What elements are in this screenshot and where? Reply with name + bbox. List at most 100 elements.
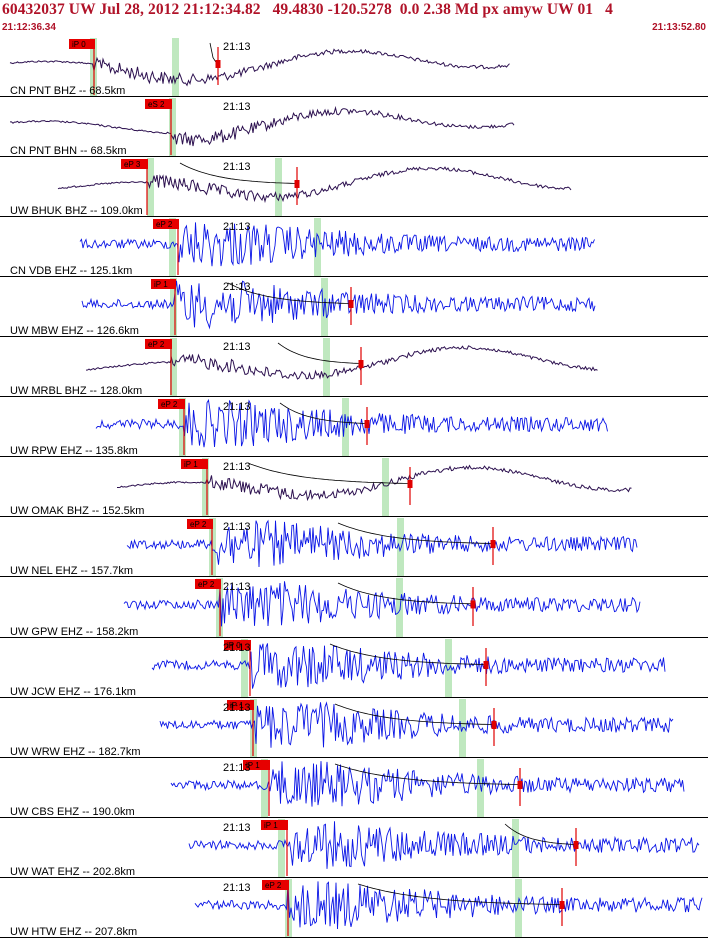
waveform-trace	[81, 280, 596, 330]
coda-decay-curve	[337, 522, 492, 544]
coda-decay-curve	[179, 162, 298, 184]
coda-end-marker-box	[491, 721, 497, 729]
p-window-band	[202, 458, 209, 516]
phase-pick-box	[195, 579, 221, 589]
coda-end-marker-box	[364, 420, 370, 428]
p-window-band	[170, 338, 177, 396]
minute-tick-label: 21:13	[223, 521, 251, 533]
minute-tick-label: 21:13	[223, 401, 251, 413]
phase-pick-box	[262, 880, 289, 890]
coda-end-marker-box	[517, 781, 523, 789]
phase-pick-label: eP 2	[190, 520, 207, 529]
coda-decay-curve	[279, 402, 368, 424]
station-label: UW NEL EHZ -- 157.7km	[10, 565, 133, 577]
phase-pick-label: iP 1	[246, 761, 260, 770]
phase-pick-box	[151, 279, 176, 289]
minute-tick-label: 21:13	[223, 101, 251, 113]
station-label: CN VDB EHZ -- 125.1km	[10, 265, 132, 277]
minute-tick-label: 21:13	[223, 41, 251, 53]
phase-pick-box	[121, 159, 148, 169]
trace-panel: iP 121:13 UW CBS EHZ -- 190.0km	[0, 759, 708, 818]
trace-panel: eP 2 21:13 UW NEL EHZ -- 157.7km	[0, 518, 708, 577]
window-end-time: 21:13:52.80	[652, 22, 706, 33]
coda-decay-curve	[334, 703, 494, 725]
phase-pick-box	[224, 640, 251, 650]
phase-pick-box	[145, 339, 172, 349]
minute-tick-label: 21:13	[223, 882, 251, 894]
trace-panel: eP 3 21:13 UW BHUK BHZ -- 109.0km	[0, 158, 708, 217]
p-window-band	[278, 819, 285, 877]
trace-panel: iP 1 21:13 UW WAT EHZ -- 202.8km	[0, 819, 708, 878]
p-window-band	[170, 278, 177, 336]
coda-end-marker-box	[573, 841, 579, 849]
minute-tick-label: 21:13	[223, 642, 251, 654]
phase-pick-label: iP 1	[230, 701, 244, 710]
waveform-trace	[159, 701, 674, 748]
station-label: UW JCW EHZ -- 176.1km	[10, 686, 136, 698]
coda-decay-curve	[277, 342, 360, 364]
waveform-trace	[95, 398, 608, 448]
phase-pick-label: eP 2	[148, 340, 165, 349]
waveform-trace	[117, 464, 632, 502]
phase-pick-box	[227, 700, 254, 710]
p-window-band	[169, 218, 176, 276]
waveform-trace	[9, 48, 510, 87]
phase-pick-label: eS 2	[148, 100, 165, 109]
s-window-band	[275, 158, 282, 216]
record-header: 60432037 UW Jul 28, 2012 21:12:34.82 49.…	[0, 0, 708, 37]
station-label: UW OMAK BHZ -- 152.5km	[10, 505, 144, 517]
waveform-trace	[79, 222, 595, 267]
p-window-band	[179, 398, 186, 456]
minute-tick-label: 21:13	[223, 581, 251, 593]
phase-pick-box	[181, 459, 208, 469]
coda-end-marker-box	[490, 540, 496, 548]
trace-panel: eP 2 21:13 UW RPW EHZ -- 135.8km	[0, 398, 708, 457]
phase-pick-box	[145, 99, 172, 109]
station-label: UW CBS EHZ -- 190.0km	[10, 806, 135, 818]
coda-end-marker-box	[358, 360, 364, 368]
phase-pick-label: eP 2	[161, 400, 178, 409]
station-label: CN PNT BHZ -- 68.5km	[10, 85, 125, 97]
coda-decay-curve	[334, 763, 519, 785]
phase-pick-box	[69, 39, 95, 49]
trace-panel: eP 2 21:13 CN VDB EHZ -- 125.1km	[0, 218, 708, 277]
coda-decay-curve	[329, 643, 486, 665]
window-start-time: 21:12:36.34	[2, 22, 56, 33]
minute-tick-label: 21:13	[223, 281, 251, 293]
minute-tick-label: 21:13	[223, 461, 251, 473]
trace-panel: eS 2 21:13 CN PNT BHN -- 68.5km	[0, 98, 708, 157]
s-window-band	[172, 38, 179, 96]
waveform-trace	[151, 643, 666, 689]
station-label: UW HTW EHZ -- 207.8km	[10, 926, 137, 938]
minute-tick-label: 21:13	[223, 341, 251, 353]
phase-pick-label: iP 0	[227, 641, 241, 650]
coda-decay-curve	[227, 282, 352, 304]
trace-panel: iP 0 21:13 CN PNT BHZ -- 68.5km	[0, 38, 708, 97]
p-window-band	[241, 639, 248, 697]
event-summary-title: 60432037 UW Jul 28, 2012 21:12:34.82 49.…	[2, 1, 613, 18]
station-label: UW MRBL BHZ -- 128.0km	[10, 385, 142, 397]
phase-pick-box	[243, 760, 270, 770]
s-window-band	[314, 218, 321, 276]
phase-pick-box	[187, 519, 213, 529]
waveform-trace	[188, 821, 700, 869]
phase-pick-label: eP 2	[198, 580, 215, 589]
p-window-band	[147, 158, 154, 216]
coda-end-marker-box	[294, 180, 300, 188]
p-window-band	[169, 98, 176, 156]
station-label: UW BHUK BHZ -- 109.0km	[10, 205, 143, 217]
s-window-band	[323, 338, 330, 396]
coda-decay-curve	[504, 823, 575, 845]
minute-tick-label: 21:13	[223, 822, 251, 834]
p-window-band	[261, 759, 268, 817]
s-window-band	[512, 819, 519, 877]
waveform-trace	[170, 761, 685, 807]
coda-decay-curve	[357, 883, 562, 905]
station-label: UW WAT EHZ -- 202.8km	[10, 866, 135, 878]
phase-pick-label: iP 1	[154, 280, 168, 289]
station-label: CN PNT BHN -- 68.5km	[10, 145, 127, 157]
coda-end-marker-box	[215, 60, 221, 68]
waveform-trace	[194, 881, 703, 930]
minute-tick-label: 21:13	[223, 221, 251, 233]
s-window-band	[342, 398, 349, 456]
